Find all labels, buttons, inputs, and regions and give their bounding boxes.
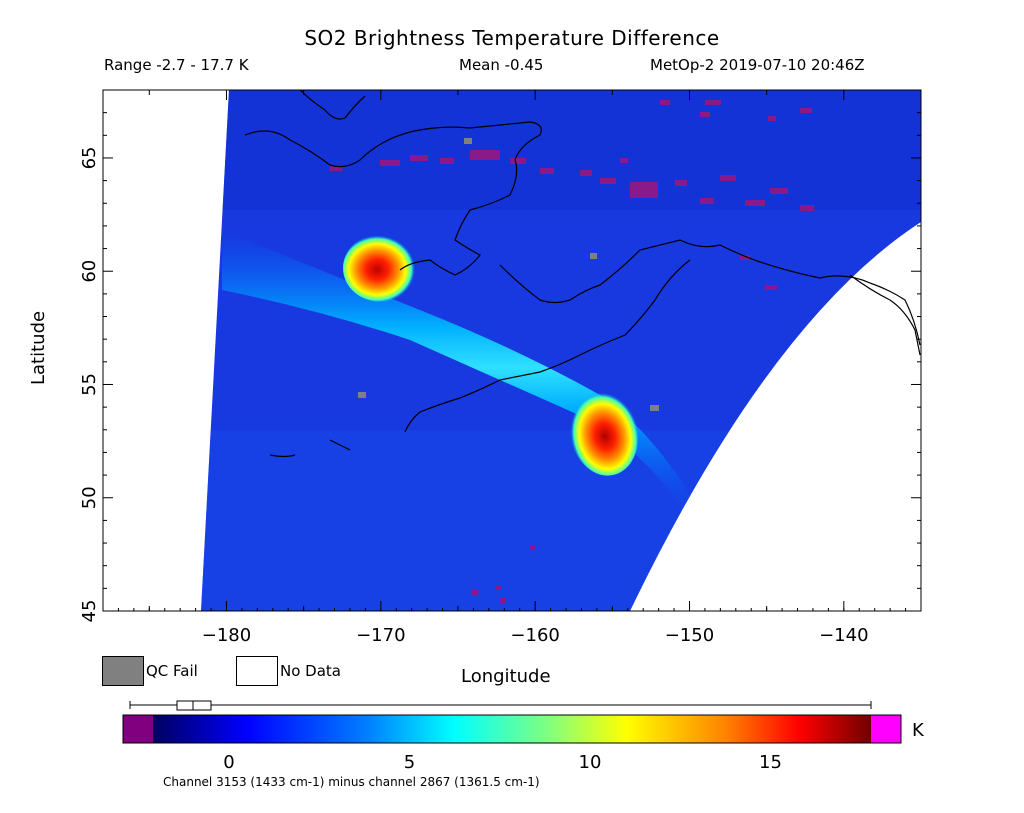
- x-axis-label: Longitude: [461, 666, 551, 687]
- satellite-time-text: MetOp-2 2019-07-10 20:46Z: [650, 56, 865, 74]
- colorbar-under-color: [123, 715, 153, 743]
- coastlines: [244, 90, 921, 458]
- x-axis: −180 −170 −160 −150 −140: [102, 90, 922, 646]
- y-tick-label: 45: [79, 600, 100, 623]
- colorbar-ticks: 0 5 10 15: [223, 752, 782, 773]
- x-tick-label: −180: [202, 625, 251, 646]
- qc-fail-swatch: [102, 656, 144, 686]
- colorbar-tick-label: 0: [223, 752, 234, 773]
- colorbar-tick-label: 10: [579, 752, 602, 773]
- colorbar-tick-label: 5: [404, 752, 415, 773]
- no-data-swatch: [236, 656, 278, 686]
- colorbar-tick-label: 15: [759, 752, 782, 773]
- y-axis: 45 50 55 60 65: [79, 89, 921, 623]
- qc-fail-pixels: [358, 138, 659, 411]
- y-tick-label: 55: [79, 373, 100, 396]
- mean-text: Mean -0.45: [459, 56, 544, 74]
- colorbar: 0 5 10 15: [122, 700, 902, 773]
- so2-hotspot-north: [343, 234, 419, 302]
- y-tick-label: 50: [79, 486, 100, 509]
- x-tick-label: −170: [356, 625, 405, 646]
- so2-hotspot-south: [569, 388, 639, 476]
- no-data-label: No Data: [280, 662, 341, 680]
- noise-pixels: [330, 100, 814, 603]
- colorbar-frame: [122, 714, 902, 744]
- swath-layer: [201, 90, 921, 611]
- x-tick-label: −140: [819, 625, 868, 646]
- colorbar-caption: Channel 3153 (1433 cm-1) minus channel 2…: [163, 775, 540, 789]
- colorbar-mean-box: [176, 700, 212, 711]
- y-tick-label: 60: [79, 260, 100, 283]
- chart-title: SO2 Brightness Temperature Difference: [304, 26, 720, 50]
- x-tick-label: −150: [665, 625, 714, 646]
- qc-fail-label: QC Fail: [146, 662, 198, 680]
- colorbar-over-color: [871, 715, 901, 743]
- x-tick-label: −160: [510, 625, 559, 646]
- plot-frame: [102, 89, 922, 612]
- colorbar-gradient: [153, 715, 871, 743]
- so2-plume-band: [222, 230, 690, 505]
- y-tick-label: 65: [79, 147, 100, 170]
- colorbar-unit: K: [912, 720, 924, 741]
- range-text: Range -2.7 - 17.7 K: [104, 56, 249, 74]
- y-axis-label: Latitude: [28, 310, 49, 385]
